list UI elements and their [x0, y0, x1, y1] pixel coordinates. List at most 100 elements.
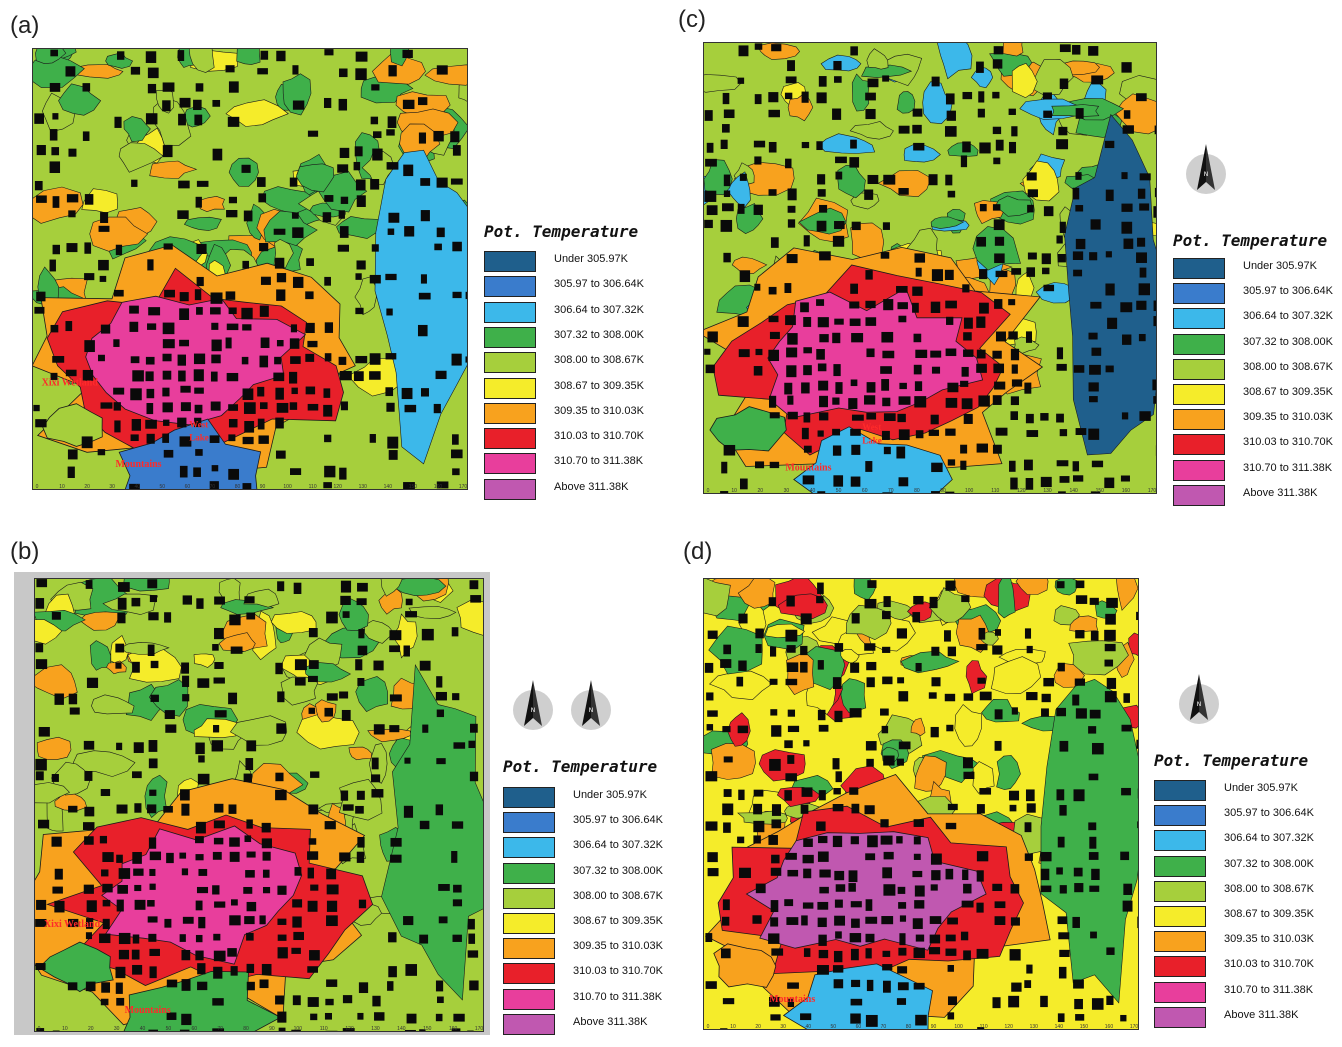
svg-text:40: 40	[140, 1026, 146, 1031]
place-label: Mountains	[115, 459, 161, 470]
svg-text:120: 120	[1005, 1024, 1014, 1029]
legend-swatch	[503, 989, 555, 1010]
svg-text:100: 100	[965, 488, 974, 493]
legend-swatch	[484, 453, 536, 474]
svg-text:140: 140	[384, 484, 393, 489]
legend-swatch	[503, 1014, 555, 1035]
svg-text:20: 20	[755, 1024, 761, 1029]
svg-text:10: 10	[731, 488, 737, 493]
legend-c: Pot. Temperature Under 305.97K 305.97 to 3…	[1173, 231, 1342, 521]
svg-text:110: 110	[980, 1024, 988, 1029]
place-label: Lake	[189, 433, 209, 443]
legend-label: Above 311.38K	[554, 481, 628, 493]
svg-text:100: 100	[294, 1026, 303, 1031]
legend-swatch	[484, 327, 536, 348]
legend-swatch	[503, 913, 555, 934]
legend-swatch	[503, 888, 555, 909]
legend-label: Under 305.97K	[1243, 260, 1317, 272]
svg-text:60: 60	[192, 1026, 198, 1031]
svg-text:160: 160	[449, 1026, 458, 1031]
legend-swatch	[1173, 460, 1225, 481]
legend-swatch	[484, 352, 536, 373]
svg-text:100: 100	[283, 484, 292, 489]
svg-text:N: N	[531, 707, 536, 714]
legend-label: 306.64 to 307.32K	[1243, 310, 1333, 322]
svg-text:160: 160	[1122, 488, 1131, 493]
legend-label: 308.67 to 309.35K	[1243, 386, 1333, 398]
svg-text:140: 140	[1069, 488, 1078, 493]
legend-swatch	[484, 378, 536, 399]
legend-label: 305.97 to 306.64K	[573, 814, 663, 826]
svg-text:100: 100	[954, 1024, 963, 1029]
legend-swatch	[1154, 830, 1206, 851]
svg-text:40: 40	[134, 484, 140, 489]
north-arrow-icon: N	[568, 676, 614, 734]
legend-label: Under 305.97K	[554, 253, 628, 265]
legend-swatch	[1154, 856, 1206, 877]
legend-label: 305.97 to 306.64K	[1243, 285, 1333, 297]
legend-swatch	[503, 938, 555, 959]
legend-swatch	[484, 251, 536, 272]
svg-text:150: 150	[409, 484, 418, 489]
svg-text:0: 0	[38, 1026, 41, 1031]
legend-swatch	[1173, 334, 1225, 355]
legend-swatch	[503, 863, 555, 884]
legend-swatch	[1173, 308, 1225, 329]
svg-text:130: 130	[1043, 488, 1052, 493]
legend-swatch	[503, 812, 555, 833]
svg-text:20: 20	[84, 484, 90, 489]
svg-text:170: 170	[475, 1026, 483, 1031]
legend-swatch	[484, 276, 536, 297]
place-label: West	[862, 422, 881, 432]
legend-swatch	[1173, 359, 1225, 380]
legend-label: Above 311.38K	[573, 1016, 647, 1028]
legend-label: Under 305.97K	[1224, 782, 1298, 794]
place-label: West	[189, 419, 208, 429]
svg-text:50: 50	[831, 1024, 837, 1029]
legend-label: 305.97 to 306.64K	[554, 278, 644, 290]
legend-label: 308.00 to 308.67K	[554, 354, 644, 366]
svg-text:70: 70	[210, 484, 216, 489]
svg-text:70: 70	[217, 1026, 223, 1031]
legend-title: Pot. Temperature	[484, 222, 638, 241]
svg-text:10: 10	[730, 1024, 736, 1029]
svg-text:70: 70	[881, 1024, 887, 1029]
legend-swatch	[1154, 780, 1206, 801]
svg-text:0: 0	[707, 488, 710, 493]
legend-label: 310.70 to 311.38K	[1224, 984, 1313, 996]
legend-label: 309.35 to 310.03K	[573, 940, 663, 952]
svg-text:50: 50	[166, 1026, 172, 1031]
svg-text:80: 80	[243, 1026, 249, 1031]
legend-label: 310.70 to 311.38K	[1243, 462, 1332, 474]
svg-text:90: 90	[260, 484, 266, 489]
legend-swatch	[484, 403, 536, 424]
svg-text:60: 60	[862, 488, 868, 493]
legend-swatch	[1154, 956, 1206, 977]
svg-text:30: 30	[109, 484, 115, 489]
legend-title: Pot. Temperature	[1173, 231, 1327, 250]
svg-text:80: 80	[235, 484, 241, 489]
svg-text:30: 30	[784, 488, 790, 493]
place-label: Xixi Wetland	[44, 919, 101, 930]
legend-label: 308.00 to 308.67K	[1224, 883, 1314, 895]
svg-text:150: 150	[1080, 1024, 1089, 1029]
legend-title: Pot. Temperature	[503, 757, 657, 776]
svg-text:120: 120	[345, 1026, 354, 1031]
north-arrow-icon: N	[1176, 670, 1222, 728]
svg-text:110: 110	[320, 1026, 328, 1031]
svg-text:0: 0	[36, 484, 39, 489]
svg-text:90: 90	[931, 1024, 937, 1029]
legend-swatch	[1154, 906, 1206, 927]
legend-label: 308.00 to 308.67K	[573, 890, 663, 902]
svg-text:90: 90	[940, 488, 946, 493]
legend-label: 308.67 to 309.35K	[554, 380, 644, 392]
svg-text:140: 140	[397, 1026, 406, 1031]
legend-label: 306.64 to 307.32K	[573, 839, 663, 851]
legend-swatch	[1173, 434, 1225, 455]
legend-label: 307.32 to 308.00K	[1243, 336, 1333, 348]
svg-text:170: 170	[1148, 488, 1156, 493]
